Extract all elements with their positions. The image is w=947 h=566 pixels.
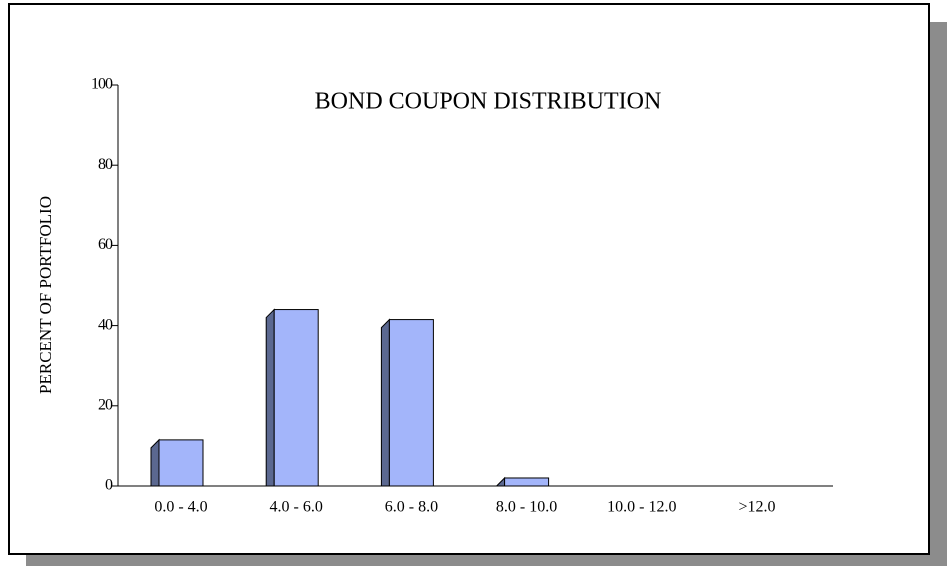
bar-side	[380, 318, 390, 487]
x-tick-label: 8.0 - 10.0	[496, 499, 557, 516]
y-tick-label: 60	[98, 236, 113, 253]
y-tick-label: 0	[105, 477, 113, 494]
bar	[504, 477, 550, 487]
x-tick-label: >12.0	[738, 499, 775, 516]
y-tick-label: 80	[98, 156, 113, 173]
x-tick-label: 10.0 - 12.0	[607, 499, 676, 516]
y-tick-label: 100	[91, 76, 113, 93]
chart-title: BOND COUPON DISTRIBUTION	[315, 89, 662, 115]
bar-side	[150, 438, 160, 487]
bar	[388, 319, 434, 487]
y-tick-label: 20	[98, 396, 113, 413]
bar-side	[265, 308, 275, 487]
y-axis-label: PERCENT OF PORTFOLIO	[36, 196, 55, 394]
x-tick-label: 4.0 - 6.0	[270, 499, 323, 516]
y-tick-label: 40	[98, 316, 113, 333]
shadow	[929, 22, 947, 566]
x-tick-label: 6.0 - 8.0	[385, 499, 438, 516]
shadow	[26, 554, 947, 566]
frame	[8, 3, 930, 555]
x-tick-label: 0.0 - 4.0	[154, 499, 207, 516]
bar	[158, 439, 204, 487]
bar	[273, 309, 319, 487]
